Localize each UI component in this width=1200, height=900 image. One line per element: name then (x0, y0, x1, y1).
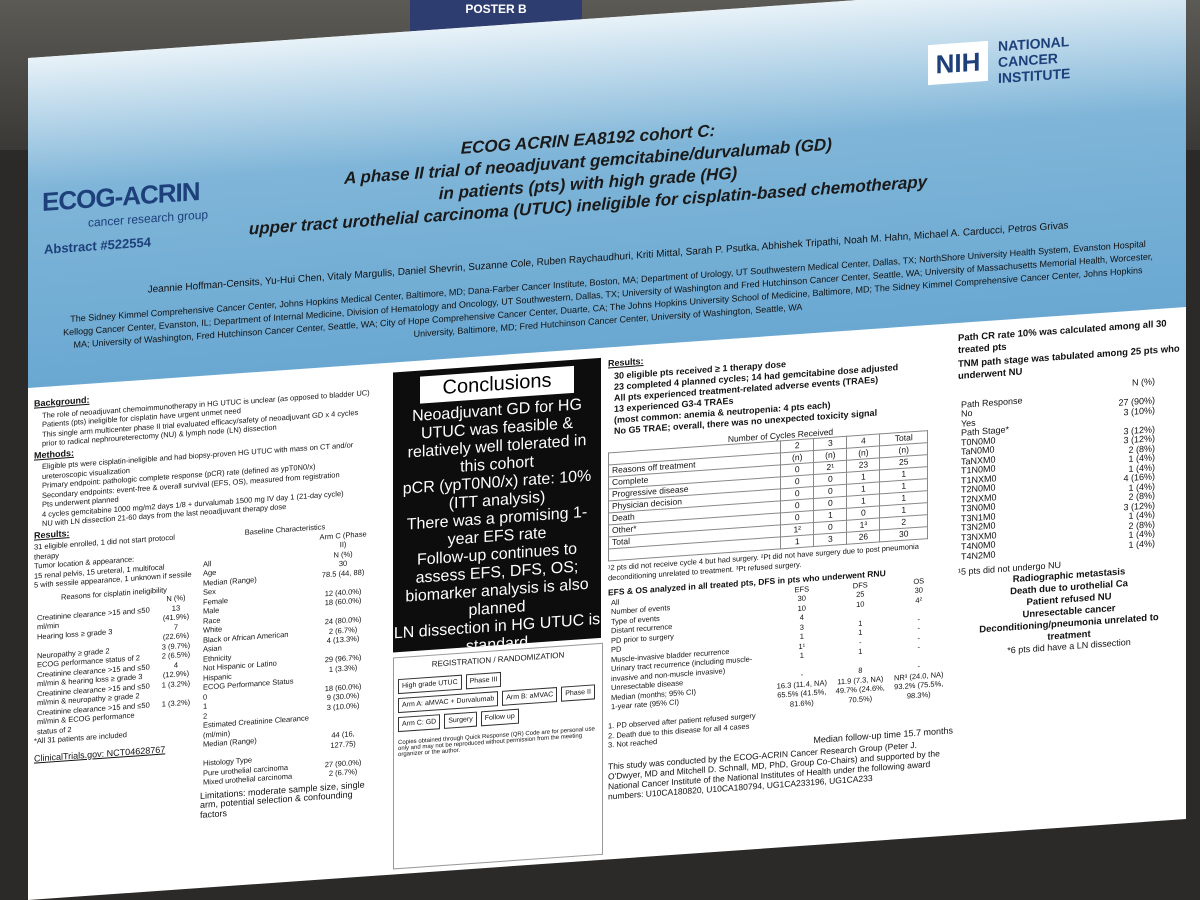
baseline-table: Arm C (Phase II) All N (%) Age 30 Median (Ran… (200, 529, 370, 788)
survival-table: All EFS DFS OS Number of events 30 25 30 Type of… (608, 574, 948, 721)
poster: ECOG-ACRIN cancer research group Abstrac… (28, 0, 1186, 900)
schema-box: Phase II (561, 684, 595, 702)
path-table: N (%) Path Response No 27 (90%) Yes 3 (10%) Pa… (958, 376, 1158, 562)
conclusions: Conclusions Neoadjuvant GD for HG UTUC w… (393, 357, 601, 653)
right-column: Path CR rate 10% was calculated among al… (958, 317, 1180, 833)
table-cell: 3 (813, 532, 847, 547)
table-cell: 30 (879, 526, 928, 542)
table-cell: 7 (22.6%) (162, 622, 190, 642)
table-cell: 1 (780, 534, 814, 549)
left-results: 31 eligible enrolled, 1 did not start pr… (34, 519, 374, 832)
sign-top: POSTER B (465, 2, 527, 16)
schema-box: Phase III (465, 671, 502, 690)
schema-box: Surgery (444, 711, 477, 729)
left-column: Background: The role of neoadjuvant chemo… (34, 374, 374, 898)
table-cell: 1 (3.2%) (161, 678, 191, 690)
schema-box: Follow up (480, 708, 519, 727)
table-cell: 4 (12.9%) (162, 660, 190, 680)
left-sub: 31 eligible enrolled, 1 did not start pr… (34, 531, 194, 831)
reasons-table: N (%) Creatinine clearance >15 and ≤50 ml… (34, 592, 194, 736)
nci-logo: NATIONAL CANCER INSTITUTE (998, 33, 1071, 87)
schema: REGISTRATION / RANDOMIZATION High grade U… (393, 642, 603, 870)
schema-box: Arm B: aMVAC (502, 686, 558, 706)
schema-box: Arm C: GD (398, 714, 441, 733)
right-sub: Baseline Characteristics Arm C (Phase II)… (200, 519, 370, 820)
schema-box: High grade UTUC (398, 674, 462, 695)
table-cell: 13 (41.9%) (162, 602, 190, 623)
table-cell: 26 (846, 529, 880, 545)
nih-logo: NIH (928, 40, 988, 86)
cycles-table: 2 3 4 Total Reasons off treatment (n) (n) (n) (n… (608, 430, 928, 561)
clinicaltrials: ClinicalTrials.gov: NCT04628767 (34, 743, 166, 764)
table-cell: 1 (3.2%) (161, 697, 191, 709)
schema-box: Arm A: aMVAC + Durvalumab (398, 691, 499, 714)
results-column: Results: 30 eligible pts received ≥ 1 the… (608, 333, 953, 857)
